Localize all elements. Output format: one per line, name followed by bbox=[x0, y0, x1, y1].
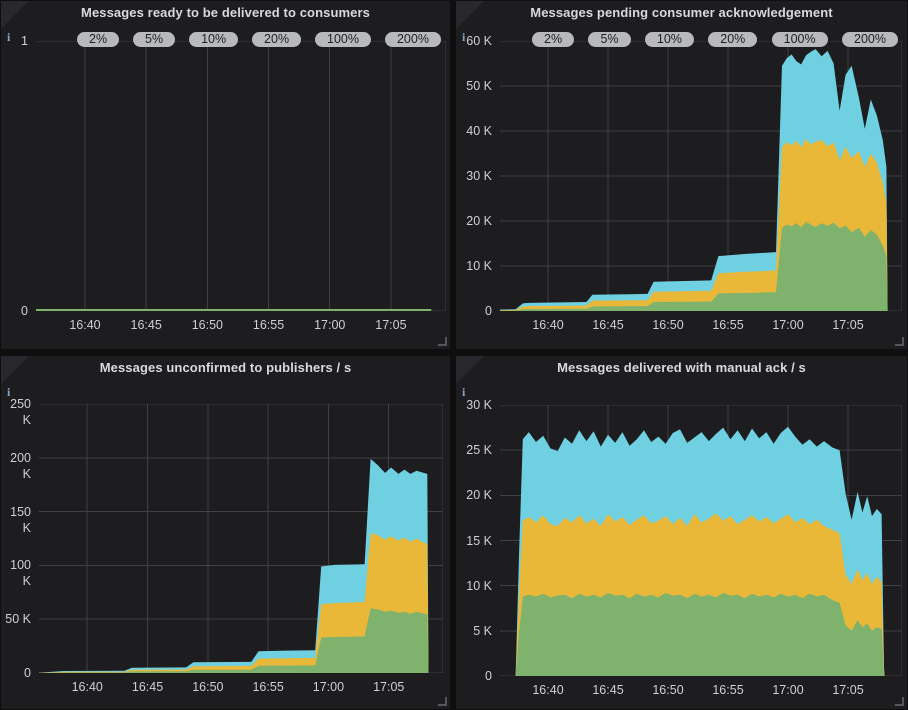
y-axis-label: 0 bbox=[485, 304, 492, 318]
y-axis-label: 5 K bbox=[473, 623, 492, 638]
area-series-green bbox=[39, 608, 429, 673]
y-axis-label: 250 K bbox=[10, 397, 31, 427]
panel-title[interactable]: Messages delivered with manual ack / s bbox=[557, 360, 806, 375]
info-icon: i bbox=[462, 385, 466, 399]
legend-badge-10pct[interactable]: 10% bbox=[189, 32, 239, 47]
x-axis-label: 16:50 bbox=[652, 683, 684, 697]
x-axis-label: 16:45 bbox=[130, 318, 162, 332]
y-axis-label: 200 K bbox=[10, 450, 31, 481]
grid-layer bbox=[36, 41, 446, 311]
x-axis-label: 17:00 bbox=[314, 318, 346, 332]
x-axis-label: 17:05 bbox=[375, 318, 407, 332]
y-axis-label: 10 K bbox=[466, 578, 492, 593]
legend-badge-5pct[interactable]: 5% bbox=[588, 32, 631, 47]
legend-badge-100pct[interactable]: 100% bbox=[315, 32, 372, 47]
legend-badge-2pct[interactable]: 2% bbox=[532, 32, 575, 47]
resize-grip-icon[interactable] bbox=[438, 337, 447, 346]
x-axis-label: 17:00 bbox=[312, 680, 345, 694]
x-axis-label: 17:05 bbox=[373, 680, 405, 694]
x-axis-label: 16:55 bbox=[712, 318, 744, 332]
panel-title[interactable]: Messages unconfirmed to publishers / s bbox=[99, 360, 352, 375]
panel-messages-pending-ack: i Messages pending consumer acknowledgem… bbox=[456, 1, 907, 349]
area-series-green bbox=[500, 221, 888, 311]
y-axis-label: 0 bbox=[21, 304, 28, 318]
y-axis-label: 50 K bbox=[5, 612, 31, 627]
info-icon: i bbox=[7, 385, 11, 399]
y-axis-label: 0 bbox=[485, 669, 492, 683]
x-axis-label: 16:45 bbox=[592, 683, 624, 697]
x-axis-label: 17:00 bbox=[772, 683, 804, 697]
panel-info-corner[interactable]: i bbox=[1, 356, 29, 399]
y-axis-label: 15 K bbox=[466, 533, 492, 548]
chart-canvas[interactable] bbox=[36, 41, 446, 311]
y-axis-label: 50 K bbox=[466, 79, 492, 93]
legend-badge-100pct[interactable]: 100% bbox=[771, 32, 828, 47]
legend-badge-10pct[interactable]: 10% bbox=[644, 32, 694, 47]
x-axis-label: 16:50 bbox=[191, 318, 223, 332]
panel-title[interactable]: Messages ready to be delivered to consum… bbox=[81, 5, 370, 20]
legend-badges: 2% 5% 10% 20% 100% 200% bbox=[532, 32, 898, 47]
x-axis-label: 16:40 bbox=[532, 318, 564, 332]
x-axis-label: 16:40 bbox=[532, 683, 564, 697]
y-axis-label: 150 K bbox=[10, 504, 31, 535]
x-axis-label: 16:50 bbox=[192, 680, 224, 694]
panel-title[interactable]: Messages pending consumer acknowledgemen… bbox=[530, 5, 833, 20]
x-axis-label: 17:00 bbox=[772, 318, 804, 332]
x-axis-label: 16:45 bbox=[131, 680, 164, 694]
area-series-green bbox=[500, 592, 885, 676]
x-axis-label: 16:55 bbox=[252, 680, 284, 694]
legend-badge-200pct[interactable]: 200% bbox=[384, 32, 441, 47]
y-axis-label: 30 K bbox=[466, 398, 492, 412]
y-axis-label: 20 K bbox=[466, 488, 492, 503]
x-axis-label: 17:05 bbox=[832, 683, 864, 697]
resize-grip-icon[interactable] bbox=[895, 337, 904, 346]
info-icon: i bbox=[7, 30, 11, 44]
y-axis-label: 20 K bbox=[466, 214, 492, 228]
resize-grip-icon[interactable] bbox=[438, 697, 447, 706]
panel-messages-ready: i Messages ready to be delivered to cons… bbox=[1, 1, 450, 349]
legend-badge-20pct[interactable]: 20% bbox=[252, 32, 302, 47]
x-axis-label: 16:55 bbox=[712, 683, 744, 697]
y-axis-label: 10 K bbox=[466, 259, 492, 273]
legend-badge-5pct[interactable]: 5% bbox=[133, 32, 176, 47]
legend-badge-200pct[interactable]: 200% bbox=[842, 32, 898, 47]
panel-messages-unconfirmed: i Messages unconfirmed to publishers / s… bbox=[1, 356, 450, 709]
chart-canvas[interactable] bbox=[500, 405, 902, 676]
x-axis-label: 16:40 bbox=[71, 680, 103, 694]
legend-badge-2pct[interactable]: 2% bbox=[77, 32, 120, 47]
resize-grip-icon[interactable] bbox=[895, 697, 904, 706]
panel-info-corner[interactable]: i bbox=[1, 1, 29, 44]
panel-info-corner[interactable]: i bbox=[456, 356, 484, 399]
y-axis-label: 100 K bbox=[10, 558, 31, 589]
y-axis-label: 30 K bbox=[466, 169, 492, 183]
x-axis-label: 16:40 bbox=[69, 318, 101, 332]
info-icon: i bbox=[462, 30, 466, 44]
legend-badge-20pct[interactable]: 20% bbox=[708, 32, 758, 47]
legend-badges: 2% 5% 10% 20% 100% 200% bbox=[77, 32, 441, 47]
chart-canvas[interactable] bbox=[39, 404, 443, 673]
y-axis-label: 25 K bbox=[466, 443, 492, 458]
y-axis-label: 40 K bbox=[466, 124, 492, 138]
chart-canvas[interactable] bbox=[500, 41, 902, 311]
x-axis-label: 17:05 bbox=[832, 318, 864, 332]
y-axis-label: 0 bbox=[24, 666, 31, 680]
y-axis-label: 60 K bbox=[466, 34, 492, 48]
panel-messages-delivered: i Messages delivered with manual ack / s… bbox=[456, 356, 907, 709]
x-axis-label: 16:55 bbox=[252, 318, 285, 332]
y-axis-label: 1 bbox=[21, 34, 28, 48]
panel-info-corner[interactable]: i bbox=[456, 1, 484, 44]
x-axis-label: 16:45 bbox=[592, 318, 624, 332]
x-axis-label: 16:50 bbox=[652, 318, 684, 332]
